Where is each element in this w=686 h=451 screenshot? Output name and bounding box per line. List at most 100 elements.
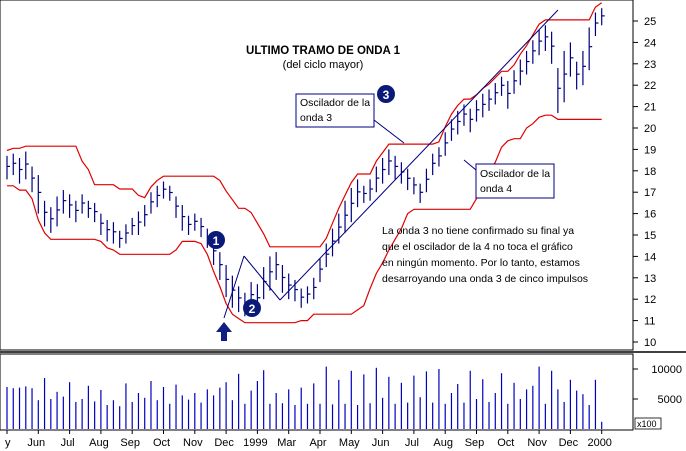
price-bar (306, 286, 311, 304)
price-bar (557, 68, 561, 114)
price-bar (519, 59, 524, 86)
x-tick-label: Oct (497, 437, 514, 449)
price-y-tick-label: 18 (644, 166, 656, 178)
price-bar (356, 179, 361, 208)
price-bar (407, 168, 411, 191)
price-bar (31, 166, 36, 193)
price-bar (569, 42, 574, 77)
price-bar (319, 258, 323, 283)
lower-channel-line (7, 114, 602, 324)
x-tick-label: Sep (120, 437, 140, 449)
analysis-note: La onda 3 no tiene confirmado su final y… (382, 225, 588, 285)
price-y-tick-label: 16 (644, 209, 656, 221)
x-tick-label: Apr (309, 437, 326, 449)
osc4-callout-pointer (463, 159, 477, 171)
price-y-tick-label: 12 (644, 294, 656, 306)
x-tick-label: Nov (527, 437, 547, 449)
x-tick-label: Sep (465, 437, 485, 449)
x-tick-label: Dec (559, 437, 579, 449)
svg-text:1: 1 (213, 234, 220, 248)
price-bar (331, 228, 336, 257)
price-bar (43, 200, 48, 227)
price-bar (156, 185, 161, 208)
price-bar (219, 252, 223, 280)
wave-2-badge: 2 (243, 299, 261, 317)
price-bar (475, 100, 480, 122)
wave-3-badge: 3 (377, 85, 395, 103)
price-bar (457, 110, 461, 135)
price-bar (62, 190, 67, 214)
x-tick-label: Oct (153, 437, 170, 449)
price-bar (551, 31, 555, 64)
price-bar (281, 264, 286, 293)
price-bar (263, 267, 267, 300)
price-bar (187, 215, 192, 235)
price-bar (494, 83, 499, 105)
price-bar (313, 277, 317, 300)
price-bar (513, 70, 518, 94)
x-tick-label: y (5, 437, 11, 449)
price-bar (144, 205, 148, 227)
price-bar (500, 76, 505, 96)
x-tick-label: Jun (27, 437, 45, 449)
price-y-tick-label: 22 (644, 80, 656, 92)
price-bar (432, 153, 436, 176)
osc3-callout-line1: Oscilador de la (300, 97, 370, 109)
price-y-tick-label: 20 (644, 123, 656, 135)
price-bar (450, 119, 455, 141)
price-y-tick-label: 19 (644, 144, 656, 156)
osc4-callout-box (475, 163, 555, 199)
price-bar (94, 202, 98, 223)
price-bar (563, 50, 568, 103)
price-bar (125, 224, 129, 244)
volume-bars (6, 366, 603, 429)
price-bar (181, 205, 186, 231)
price-bar (344, 200, 349, 233)
chart-subtitle: (del ciclo mayor) (283, 59, 364, 71)
upper-channel-line (6, 2, 603, 248)
price-bar (300, 288, 305, 308)
x-tick-label: Mar (277, 437, 296, 449)
price-bar (419, 183, 424, 203)
price-bar (25, 151, 29, 180)
price-bar (269, 256, 273, 291)
price-bar (225, 264, 230, 298)
x-tick-label: Aug (89, 437, 109, 449)
price-bar (112, 222, 117, 244)
note-line-1: La onda 3 no tiene confirmado su final y… (382, 225, 574, 237)
price-bar (582, 50, 586, 86)
x-tick-label: Dec (214, 437, 234, 449)
price-bar (81, 194, 86, 214)
price-bar (200, 217, 205, 238)
price-bar (100, 213, 104, 235)
price-bar (87, 200, 92, 218)
wave-2-down-line (243, 255, 281, 301)
x-tick-label: 1999 (243, 437, 267, 449)
price-bar (382, 157, 386, 184)
price-bar (438, 147, 442, 167)
price-bar (68, 194, 73, 218)
price-y-tick-label: 11 (644, 316, 655, 328)
chart-title: ULTIMO TRAMO DE ONDA 1 (246, 45, 401, 57)
price-bar (375, 166, 380, 193)
price-bar (488, 89, 493, 111)
price-bar (288, 273, 292, 300)
price-bar (369, 179, 374, 201)
price-bar (394, 155, 399, 180)
price-bar (532, 40, 536, 64)
x-tick-label: 2000 (587, 437, 611, 449)
price-bar (194, 213, 198, 231)
price-bar (238, 286, 242, 313)
price-bar (594, 12, 599, 36)
price-bar (463, 104, 467, 126)
price-bars (6, 8, 605, 317)
price-y-tick-label: 23 (644, 59, 656, 71)
volume-panel-frame (0, 353, 634, 431)
note-line-2: que el oscilador de la 4 no toca el gráf… (382, 241, 573, 253)
price-bar (469, 108, 474, 133)
note-line-4: desarroyando una onda 3 de cinco impulso… (382, 273, 588, 285)
note-line-3: en ningún momento. Por lo tanto, estamos (382, 257, 580, 269)
price-bar (425, 168, 430, 193)
volume-y-tick-label: 5000 (658, 394, 682, 406)
